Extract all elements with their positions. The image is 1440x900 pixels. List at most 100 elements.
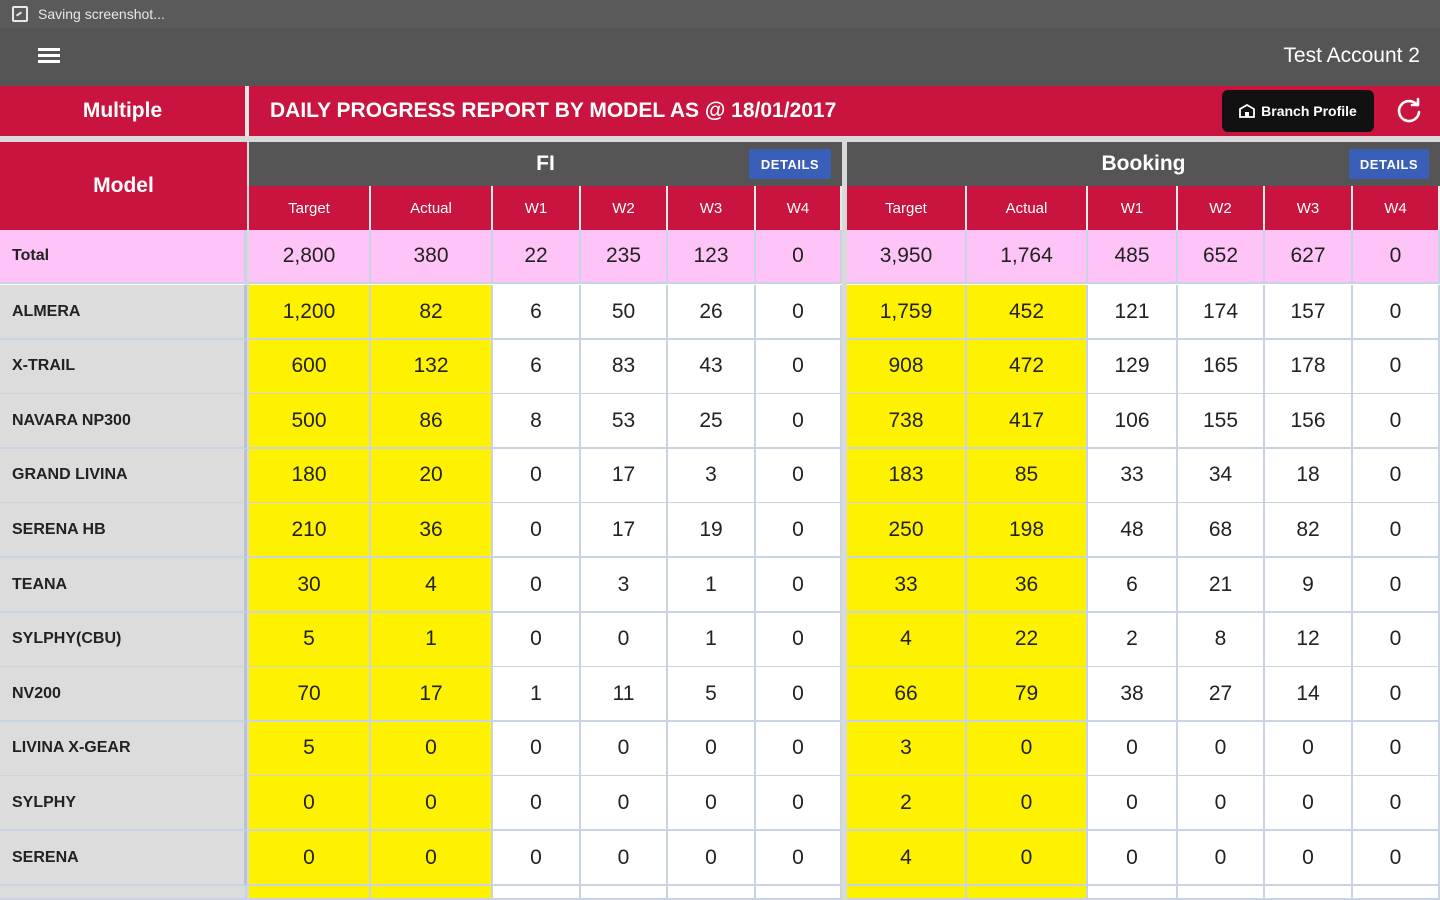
table-row[interactable]: SYLPHY 0 0 0 0 0 0 2 0 0 0 0 0	[0, 776, 1440, 832]
booking-details-button[interactable]: DETAILS	[1349, 149, 1429, 179]
account-name[interactable]: Test Account 2	[1283, 44, 1420, 67]
column-header: W3	[1265, 186, 1353, 230]
value-cell: 156	[1265, 394, 1353, 450]
value-cell: 36	[371, 503, 493, 559]
value-cell: 33	[1088, 448, 1178, 504]
value-cell	[1088, 886, 1178, 900]
value-cell: 0	[967, 831, 1088, 886]
value-cell: 155	[1178, 394, 1265, 450]
value-cell: 1,759	[847, 285, 967, 340]
value-cell: 33	[847, 558, 967, 613]
model-name-cell: LIVINA X-GEAR	[0, 721, 247, 777]
value-cell: 27	[1178, 667, 1265, 723]
value-cell: 17	[371, 667, 493, 723]
value-cell: 485	[1088, 230, 1178, 284]
table-row[interactable]: GRAND LIVINA 180 20 0 17 3 0 183 85 33 34 18 0	[0, 448, 1440, 504]
menu-icon[interactable]	[36, 45, 64, 69]
status-bar: Saving screenshot...	[0, 0, 1440, 28]
total-row[interactable]: Total 2,800 380 22 235 123 0 3,950 1,764 485 652 62…	[0, 230, 1440, 284]
value-cell: 82	[1265, 503, 1353, 559]
value-cell: 178	[1265, 339, 1353, 395]
value-cell: 0	[1353, 776, 1440, 832]
report-title-bar: Multiple DAILY PROGRESS REPORT BY MODEL …	[0, 86, 1440, 136]
value-cell: 0	[581, 776, 668, 832]
branch-profile-button[interactable]: Branch Profile	[1222, 90, 1374, 132]
model-name-cell: SYLPHY	[0, 776, 247, 832]
value-cell: 600	[249, 339, 371, 395]
value-cell	[249, 886, 371, 900]
multiple-selector[interactable]: Multiple	[82, 99, 163, 122]
value-cell: 250	[847, 503, 967, 559]
value-cell: 174	[1178, 285, 1265, 340]
value-cell: 25	[668, 394, 756, 450]
value-cell: 129	[1088, 339, 1178, 395]
value-cell: 908	[847, 339, 967, 395]
table-row[interactable]: NAVARA NP300 500 86 8 53 25 0 738 417 106 155 156 0	[0, 394, 1440, 450]
value-cell: 0	[756, 612, 842, 668]
value-cell: 6	[493, 285, 581, 340]
model-name-cell: SERENA	[0, 831, 247, 886]
value-cell: 123	[668, 230, 756, 284]
value-cell: 3	[668, 448, 756, 504]
value-cell: 8	[1178, 612, 1265, 668]
value-cell: 0	[756, 394, 842, 450]
value-cell: 0	[1265, 831, 1353, 886]
table-row[interactable]: SYLPHY(CBU) 5 1 0 0 1 0 4 22 2 8 12 0	[0, 612, 1440, 668]
page-title: DAILY PROGRESS REPORT BY MODEL AS @ 18/0…	[270, 99, 837, 122]
value-cell: 3,950	[847, 230, 967, 284]
value-cell: 43	[668, 339, 756, 395]
value-cell: 1,764	[967, 230, 1088, 284]
value-cell: 0	[1353, 230, 1440, 284]
value-cell: 0	[967, 721, 1088, 777]
value-cell: 79	[967, 667, 1088, 723]
value-cell: 0	[668, 776, 756, 832]
value-cell: 21	[1178, 558, 1265, 613]
value-cell: 0	[1088, 831, 1178, 886]
table-row[interactable]: X-TRAIL 600 132 6 83 43 0 908 472 129 165 178 0	[0, 339, 1440, 395]
value-cell: 0	[1178, 776, 1265, 832]
value-cell: 738	[847, 394, 967, 450]
value-cell	[847, 886, 967, 900]
value-cell: 0	[756, 285, 842, 340]
value-cell: 0	[493, 721, 581, 777]
value-cell: 0	[1353, 503, 1440, 559]
model-name-cell: X-TRAIL	[0, 339, 247, 395]
value-cell	[1178, 886, 1265, 900]
model-name-cell: GRAND LIVINA	[0, 448, 247, 504]
value-cell: 121	[1088, 285, 1178, 340]
model-name-cell: SERENA HB	[0, 503, 247, 559]
column-header: W3	[668, 186, 756, 230]
refresh-icon[interactable]	[1395, 96, 1423, 124]
model-name-cell: SYLPHY(CBU)	[0, 612, 247, 668]
value-cell: 180	[249, 448, 371, 504]
value-cell: 6	[1088, 558, 1178, 613]
table-row[interactable]: SERENA HB 210 36 0 17 19 0 250 198 48 68 82 0	[0, 503, 1440, 559]
value-cell: 417	[967, 394, 1088, 450]
table-row	[0, 886, 1440, 900]
value-cell: 0	[1088, 776, 1178, 832]
value-cell: 0	[756, 448, 842, 504]
value-cell: 0	[1353, 448, 1440, 504]
column-header: Actual	[967, 186, 1088, 230]
value-cell	[1353, 886, 1440, 900]
column-header: W2	[581, 186, 668, 230]
status-text: Saving screenshot...	[38, 6, 165, 22]
table-row[interactable]: ALMERA 1,200 82 6 50 26 0 1,759 452 121 174 157 0	[0, 285, 1440, 340]
value-cell: 20	[371, 448, 493, 504]
value-cell: 0	[1353, 558, 1440, 613]
value-cell: 0	[493, 831, 581, 886]
column-header: W1	[1088, 186, 1178, 230]
fi-details-button[interactable]: DETAILS	[749, 149, 831, 179]
column-header: Target	[847, 186, 967, 230]
table-row[interactable]: SERENA 0 0 0 0 0 0 4 0 0 0 0 0	[0, 831, 1440, 886]
divider	[245, 86, 249, 136]
table-row[interactable]: LIVINA X-GEAR 5 0 0 0 0 0 3 0 0 0 0 0	[0, 721, 1440, 777]
value-cell: 48	[1088, 503, 1178, 559]
value-cell: 34	[1178, 448, 1265, 504]
table-row[interactable]: NV200 70 17 1 11 5 0 66 79 38 27 14 0	[0, 667, 1440, 723]
building-icon	[1239, 104, 1256, 118]
table-row[interactable]: TEANA 30 4 0 3 1 0 33 36 6 21 9 0	[0, 558, 1440, 613]
model-name-cell: Total	[0, 230, 247, 284]
value-cell: 157	[1265, 285, 1353, 340]
value-cell: 9	[1265, 558, 1353, 613]
